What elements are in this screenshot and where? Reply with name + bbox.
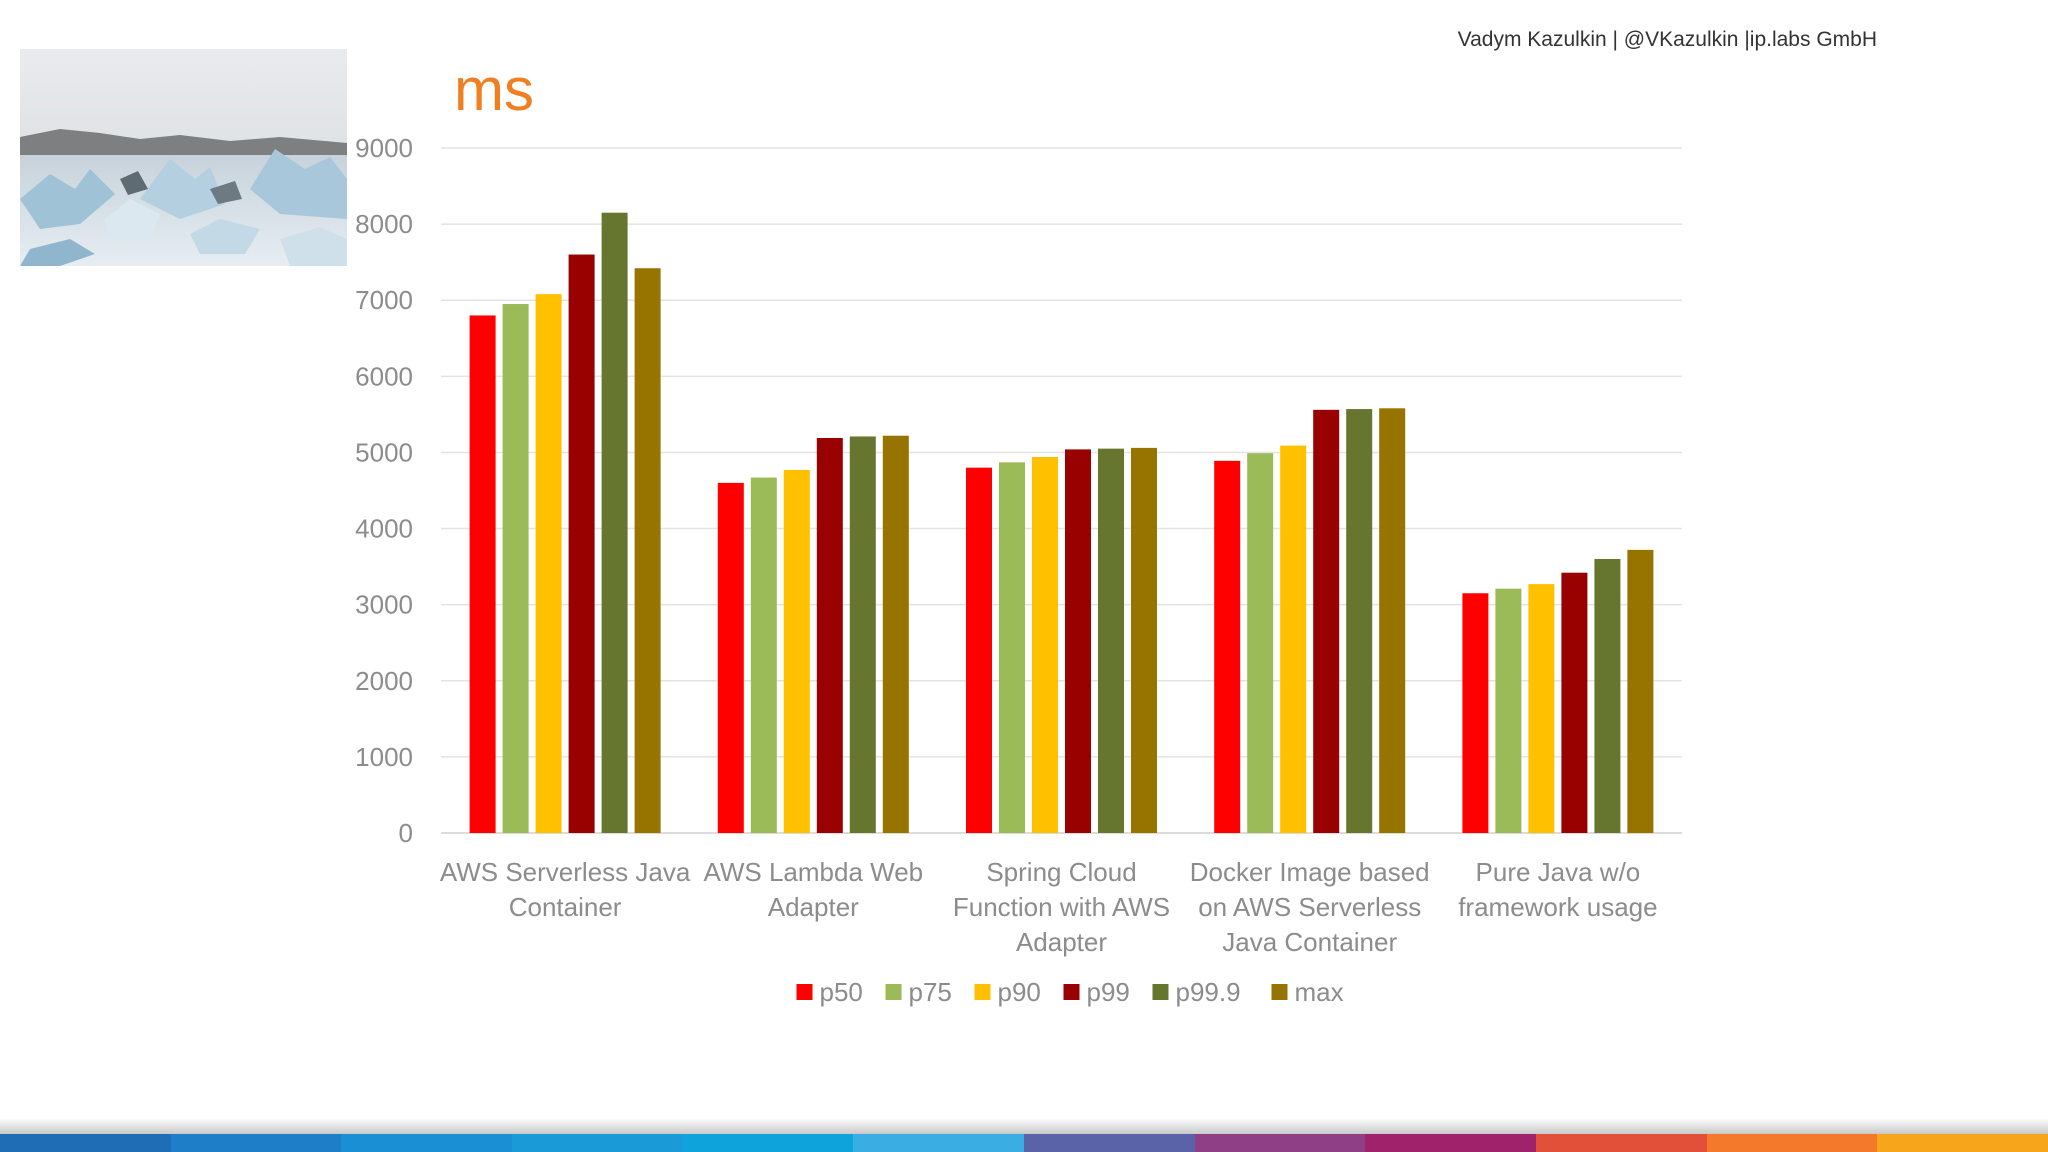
bar-p99 xyxy=(1313,409,1340,833)
bar-p75 xyxy=(1247,453,1274,833)
bar-max xyxy=(1131,447,1157,833)
y-tick-label: 0 xyxy=(399,818,413,848)
legend-swatch xyxy=(885,984,902,1000)
bar-p99 xyxy=(816,437,843,833)
footer-color-band xyxy=(0,1134,2048,1152)
x-tick-label: Adapter xyxy=(768,892,859,922)
bar-p90 xyxy=(1528,584,1555,833)
y-axis: 0 1000 2000 3000 4000 5000 6000 7000 8000 9000 xyxy=(355,133,413,848)
bar-p75 xyxy=(999,462,1025,833)
footer-band-segment xyxy=(341,1134,513,1152)
x-tick-label: Adapter xyxy=(1016,927,1107,957)
legend-label: p50 xyxy=(820,977,863,1007)
footer-band-segment xyxy=(1365,1134,1537,1152)
glacier-ice-image xyxy=(20,49,347,266)
y-tick-label: 4000 xyxy=(355,514,413,544)
legend-label: p90 xyxy=(998,977,1041,1007)
bar-max xyxy=(882,435,909,833)
y-tick-label: 1000 xyxy=(355,742,413,772)
footer-band-segment xyxy=(170,1134,342,1152)
footer-band-segment xyxy=(1024,1134,1195,1152)
x-axis: AWS Serverless Java Container AWS Lambda W… xyxy=(440,857,1658,957)
legend-label: p75 xyxy=(909,977,952,1007)
x-tick-label: Docker Image based xyxy=(1190,857,1430,887)
bar-p75 xyxy=(1495,588,1522,833)
bar-p99-9 xyxy=(1346,409,1373,833)
footer-band-segment xyxy=(512,1134,683,1152)
author-credit: Vadym Kazulkin | @VKazulkin |ip.labs Gmb… xyxy=(1457,28,1877,51)
bar-p50 xyxy=(966,467,992,833)
x-tick-label: Container xyxy=(509,892,622,922)
legend-label: max xyxy=(1295,977,1344,1007)
footer-band-segment xyxy=(1536,1134,1707,1152)
chart-bars xyxy=(469,212,1654,834)
x-tick-label: Pure Java w/o xyxy=(1476,857,1641,887)
x-tick-label: on AWS Serverless xyxy=(1198,892,1421,922)
x-tick-label: AWS Serverless Java xyxy=(440,857,691,887)
bar-p75 xyxy=(750,477,777,833)
footer-shadow xyxy=(0,1118,2048,1134)
bar-max xyxy=(634,268,661,833)
footer-band-segment xyxy=(1194,1134,1366,1152)
x-tick-label: framework usage xyxy=(1458,892,1657,922)
bar-p90 xyxy=(1032,457,1058,833)
bar-max xyxy=(1627,549,1654,833)
chart-legend: p50 p75 p90 p99 p99.9 max xyxy=(796,977,1344,1007)
legend-swatch xyxy=(1271,984,1288,1000)
y-tick-label: 7000 xyxy=(355,285,413,315)
x-tick-label: AWS Lambda Web xyxy=(703,857,923,887)
y-tick-label: 2000 xyxy=(355,666,413,696)
bar-p99-9 xyxy=(1594,559,1621,833)
bar-p99-9 xyxy=(849,436,876,833)
footer-band-segment xyxy=(853,1134,1025,1152)
legend-swatch xyxy=(1063,984,1080,1000)
footer-band-segment xyxy=(1706,1134,1878,1152)
footer-band-segment xyxy=(0,1134,171,1152)
footer-band-segment xyxy=(682,1134,854,1152)
legend-swatch xyxy=(974,984,991,1000)
footer-band-segment xyxy=(1877,1134,2048,1152)
bar-p50 xyxy=(469,315,496,833)
bar-p90 xyxy=(1280,445,1307,833)
bar-p50 xyxy=(1462,593,1489,833)
y-tick-label: 5000 xyxy=(355,437,413,467)
legend-label: p99 xyxy=(1087,977,1130,1007)
y-tick-label: 8000 xyxy=(355,209,413,239)
bar-max xyxy=(1379,408,1406,833)
bar-p99 xyxy=(1561,572,1588,833)
bar-p99 xyxy=(1065,449,1091,833)
bar-p50 xyxy=(717,482,744,833)
bar-p99 xyxy=(568,254,595,834)
x-tick-label: Java Container xyxy=(1222,927,1397,957)
y-tick-label: 3000 xyxy=(355,590,413,620)
x-tick-label: Spring Cloud xyxy=(986,857,1136,887)
y-tick-label: 6000 xyxy=(355,361,413,391)
bar-p75 xyxy=(502,304,529,833)
y-tick-label: 9000 xyxy=(355,133,413,163)
legend-swatch xyxy=(1152,984,1169,1000)
chart-title: ms xyxy=(454,56,534,123)
bar-p90 xyxy=(535,294,562,834)
bar-p99-9 xyxy=(1098,448,1124,833)
bar-p50 xyxy=(1214,460,1241,833)
legend-label: p99.9 xyxy=(1176,977,1241,1007)
legend-swatch xyxy=(796,984,813,1000)
bar-p99-9 xyxy=(601,212,628,833)
x-tick-label: Function with AWS xyxy=(953,892,1170,922)
bar-p90 xyxy=(783,469,810,833)
glacier-photo xyxy=(20,49,347,266)
